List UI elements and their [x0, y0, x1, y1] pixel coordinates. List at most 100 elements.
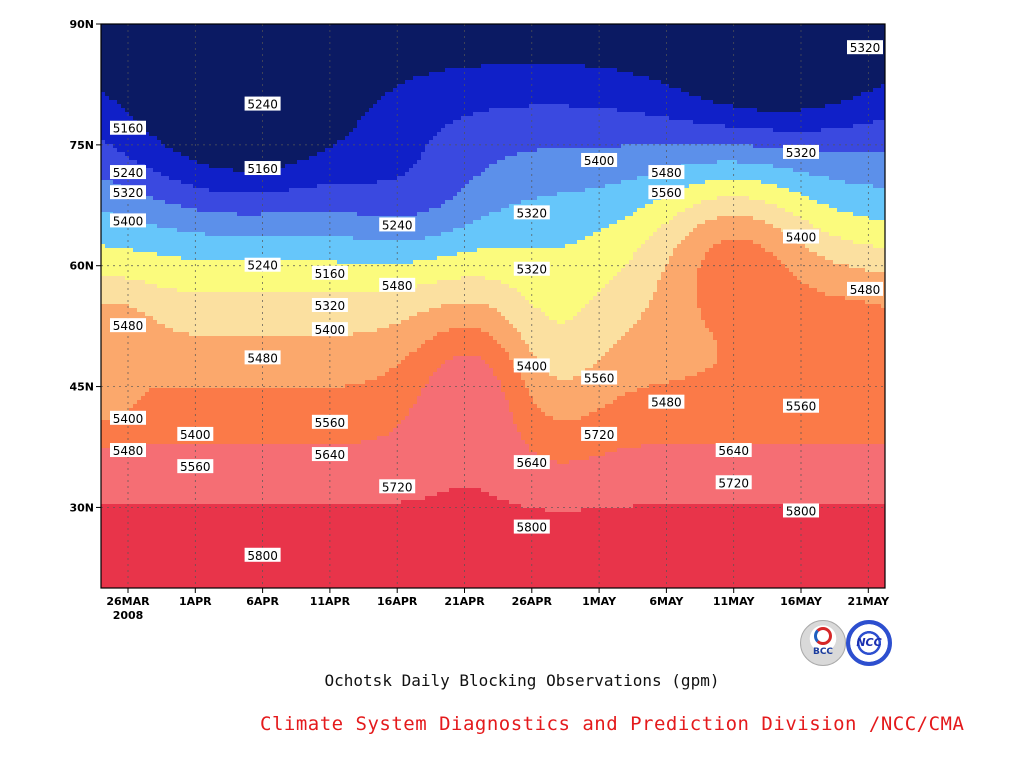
field-cell [189, 68, 194, 73]
field-cell [149, 232, 154, 237]
field-cell [109, 544, 114, 549]
field-cell [169, 136, 174, 141]
field-cell [173, 124, 178, 129]
field-cell [205, 112, 210, 117]
field-cell [197, 296, 202, 301]
field-cell [241, 56, 246, 61]
field-cell [117, 248, 122, 253]
field-cell [121, 524, 126, 529]
field-cell [201, 68, 206, 73]
field-cell [189, 496, 194, 501]
field-cell [221, 452, 226, 457]
field-cell [153, 268, 158, 273]
field-cell [201, 28, 206, 33]
field-cell [141, 364, 146, 369]
field-cell [153, 48, 158, 53]
field-cell [189, 300, 194, 305]
field-cell [217, 368, 222, 373]
field-cell [233, 320, 238, 325]
field-cell [137, 352, 142, 357]
field-cell [217, 268, 222, 273]
field-cell [101, 228, 106, 233]
field-cell [225, 156, 230, 161]
field-cell [109, 76, 114, 81]
field-cell [185, 244, 190, 249]
field-cell [221, 120, 226, 125]
field-cell [173, 412, 178, 417]
field-cell [109, 276, 114, 281]
field-cell [225, 236, 230, 241]
field-cell [121, 144, 126, 149]
field-cell [221, 432, 226, 437]
field-cell [225, 376, 230, 381]
field-cell [225, 160, 230, 165]
field-cell [137, 40, 142, 45]
field-cell [181, 540, 186, 545]
field-cell [109, 36, 114, 41]
field-cell [217, 160, 222, 165]
field-cell [241, 72, 246, 77]
field-cell [209, 320, 214, 325]
field-cell [101, 176, 106, 181]
field-cell [237, 156, 242, 161]
field-cell [145, 476, 150, 481]
field-cell [237, 100, 242, 105]
field-cell [141, 536, 146, 541]
field-cell [201, 372, 206, 377]
field-cell [233, 520, 238, 525]
field-cell [161, 356, 166, 361]
field-cell [189, 236, 194, 241]
field-cell [189, 540, 194, 545]
field-cell [149, 72, 154, 77]
field-cell [173, 308, 178, 313]
field-cell [129, 344, 134, 349]
field-cell [209, 164, 214, 169]
field-cell [157, 188, 162, 193]
field-cell [153, 436, 158, 441]
field-cell [137, 116, 142, 121]
field-cell [109, 564, 114, 569]
field-cell [241, 244, 246, 249]
field-cell [101, 540, 106, 545]
field-cell [209, 300, 214, 305]
field-cell [109, 244, 114, 249]
field-cell [113, 348, 118, 353]
field-cell [129, 100, 134, 105]
field-cell [173, 408, 178, 413]
field-cell [217, 64, 222, 69]
field-cell [197, 88, 202, 93]
field-cell [229, 160, 234, 165]
field-cell [181, 56, 186, 61]
field-cell [153, 300, 158, 305]
field-cell [153, 504, 158, 509]
field-cell [185, 232, 190, 237]
field-cell [213, 176, 218, 181]
field-cell [101, 100, 106, 105]
field-cell [181, 156, 186, 161]
field-cell [173, 520, 178, 525]
field-cell [233, 124, 238, 129]
field-cell [189, 36, 194, 41]
field-cell [121, 68, 126, 73]
field-cell [157, 384, 162, 389]
field-cell [177, 320, 182, 325]
field-cell [105, 224, 110, 229]
field-cell [153, 212, 158, 217]
field-cell [157, 392, 162, 397]
field-cell [197, 204, 202, 209]
field-cell [193, 404, 198, 409]
field-cell [125, 404, 130, 409]
field-cell [153, 468, 158, 473]
field-cell [153, 308, 158, 313]
field-cell [117, 300, 122, 305]
field-cell [217, 500, 222, 505]
field-cell [165, 32, 170, 37]
field-cell [233, 452, 238, 457]
field-cell [109, 204, 114, 209]
field-cell [185, 124, 190, 129]
field-cell [229, 84, 234, 89]
field-cell [109, 308, 114, 313]
field-cell [129, 388, 134, 393]
field-cell [237, 268, 242, 273]
field-cell [165, 116, 170, 121]
